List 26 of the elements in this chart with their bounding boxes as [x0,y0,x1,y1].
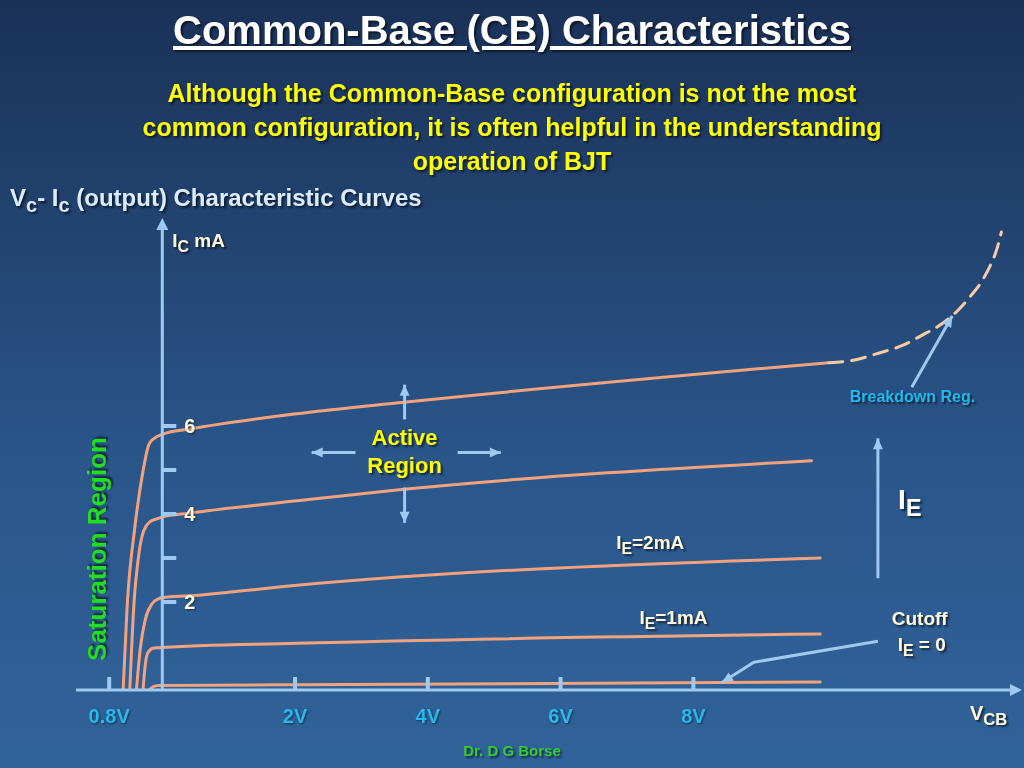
x-tick-label: 0.8V [88,705,131,728]
x-tick-label: 6V [548,705,574,728]
y-tick-label: 2 [184,591,196,614]
annotation: I$_{E}$ [898,484,922,523]
annotation: Breakdown Reg. [849,388,976,407]
annotation: Active Region [366,424,443,481]
chart-title: Common-Base (CB) Characteristics [172,8,852,53]
chart-subtitle: Although the Common-Base configuration is not the most common configuration, it is often helpful in the understanding operation of BJT [141,78,883,177]
series-label: I$_{E}$=2mA [616,531,685,558]
line-series [121,361,831,690]
line-series [134,556,822,690]
line-series [128,459,814,690]
line-series [827,230,1003,365]
text: I$_{E}$ = 0 [897,633,946,660]
x-axis-title: V$_{CB}$ [970,702,1008,730]
annotation: Cutoff [891,607,948,630]
line-series [147,680,822,690]
series-label: I$_{E}$=1mA [639,606,708,633]
text: V$_{c}$- I$_{c}$ (output) Characteristic Curves [10,184,422,217]
text: Dr. D G Borse [463,741,561,759]
annotation: Saturation Region [81,437,113,662]
y-axis-title: I$_{C}$ mA [172,230,225,256]
line-series [141,632,822,690]
x-tick-label: 8V [681,705,707,728]
x-tick-label: 4V [415,705,441,728]
x-tick-label: 2V [282,705,308,728]
